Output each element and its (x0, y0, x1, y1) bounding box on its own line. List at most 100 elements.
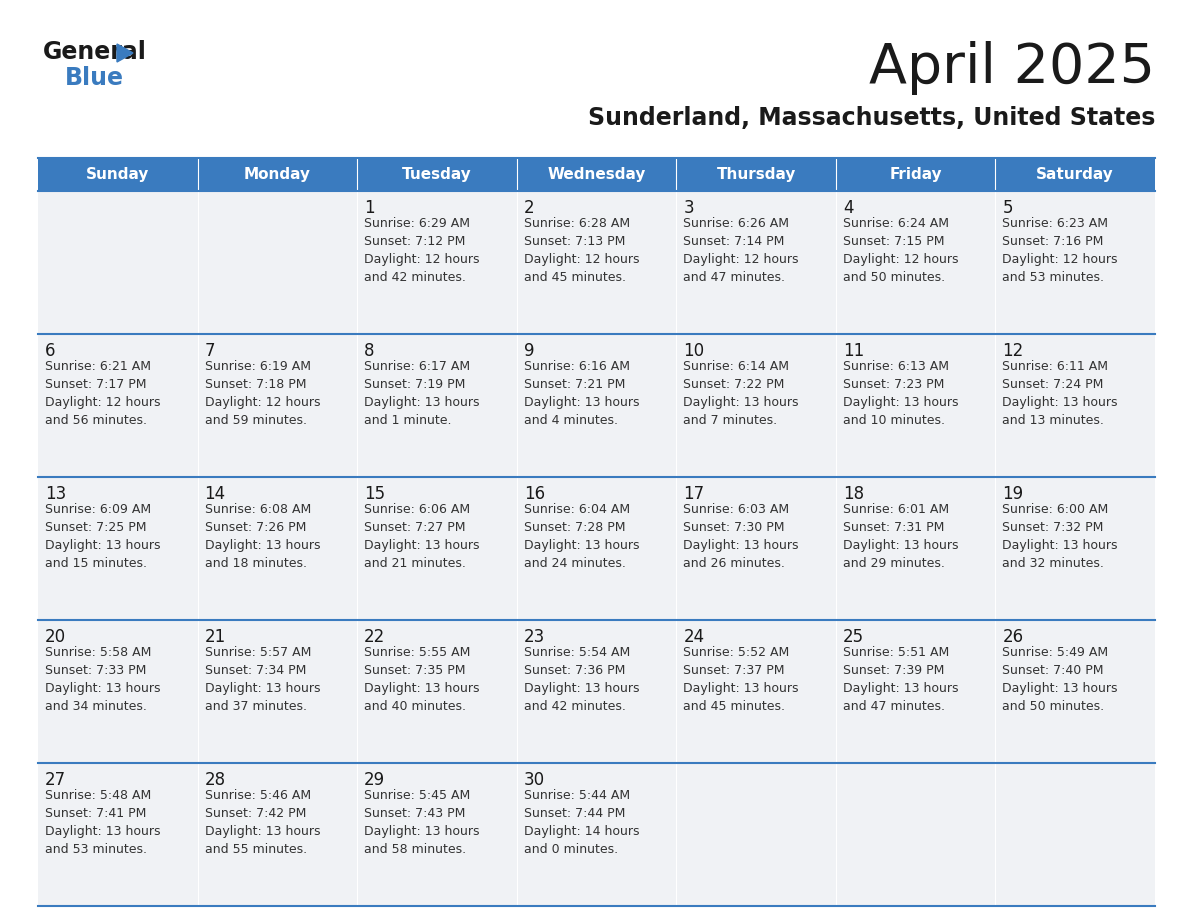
Bar (38, 334, 197, 477)
Text: 16: 16 (524, 485, 545, 503)
Text: Sunrise: 6:26 AM: Sunrise: 6:26 AM (683, 217, 789, 230)
Text: and 47 minutes.: and 47 minutes. (683, 271, 785, 284)
Text: 17: 17 (683, 485, 704, 503)
Text: Sunset: 7:13 PM: Sunset: 7:13 PM (524, 235, 625, 248)
Text: Monday: Monday (244, 167, 311, 182)
Text: Sunset: 7:15 PM: Sunset: 7:15 PM (842, 235, 944, 248)
Bar (197, 158, 358, 191)
Bar (996, 477, 1155, 620)
Text: Sunset: 7:25 PM: Sunset: 7:25 PM (45, 521, 146, 534)
Text: Sunset: 7:17 PM: Sunset: 7:17 PM (45, 378, 146, 391)
Text: Sunrise: 5:48 AM: Sunrise: 5:48 AM (45, 789, 151, 802)
Bar (996, 763, 1155, 906)
Text: Sunrise: 6:14 AM: Sunrise: 6:14 AM (683, 360, 789, 373)
Bar (517, 158, 676, 191)
Bar (358, 477, 517, 620)
Text: 21: 21 (204, 628, 226, 646)
Bar (197, 620, 358, 763)
Text: Sunset: 7:39 PM: Sunset: 7:39 PM (842, 664, 944, 677)
Text: Daylight: 12 hours: Daylight: 12 hours (204, 396, 320, 409)
Text: Thursday: Thursday (716, 167, 796, 182)
Text: Daylight: 13 hours: Daylight: 13 hours (842, 682, 959, 695)
Bar (996, 334, 1155, 477)
Text: Daylight: 13 hours: Daylight: 13 hours (365, 825, 480, 838)
Bar (358, 191, 517, 334)
Text: 25: 25 (842, 628, 864, 646)
Text: Sunset: 7:32 PM: Sunset: 7:32 PM (1003, 521, 1104, 534)
Text: Sunrise: 5:51 AM: Sunrise: 5:51 AM (842, 646, 949, 659)
Bar (676, 763, 836, 906)
Bar (38, 620, 197, 763)
Text: Sunderland, Massachusetts, United States: Sunderland, Massachusetts, United States (588, 106, 1155, 130)
Text: Sunrise: 5:55 AM: Sunrise: 5:55 AM (365, 646, 470, 659)
Text: and 45 minutes.: and 45 minutes. (683, 700, 785, 713)
Text: Sunset: 7:22 PM: Sunset: 7:22 PM (683, 378, 784, 391)
Text: Sunrise: 6:29 AM: Sunrise: 6:29 AM (365, 217, 470, 230)
Text: Daylight: 13 hours: Daylight: 13 hours (204, 825, 320, 838)
Text: and 50 minutes.: and 50 minutes. (1003, 700, 1105, 713)
Text: and 50 minutes.: and 50 minutes. (842, 271, 944, 284)
Text: and 4 minutes.: and 4 minutes. (524, 414, 618, 427)
Text: Sunrise: 5:46 AM: Sunrise: 5:46 AM (204, 789, 311, 802)
Text: Daylight: 12 hours: Daylight: 12 hours (1003, 253, 1118, 266)
Text: and 58 minutes.: and 58 minutes. (365, 843, 466, 856)
Text: Sunrise: 6:04 AM: Sunrise: 6:04 AM (524, 503, 630, 516)
Text: Daylight: 13 hours: Daylight: 13 hours (1003, 682, 1118, 695)
Bar (836, 620, 996, 763)
Text: Sunset: 7:19 PM: Sunset: 7:19 PM (365, 378, 466, 391)
Text: Daylight: 12 hours: Daylight: 12 hours (842, 253, 959, 266)
Text: and 45 minutes.: and 45 minutes. (524, 271, 626, 284)
Bar (836, 334, 996, 477)
Text: Sunset: 7:40 PM: Sunset: 7:40 PM (1003, 664, 1104, 677)
Text: Daylight: 12 hours: Daylight: 12 hours (365, 253, 480, 266)
Text: Sunrise: 6:13 AM: Sunrise: 6:13 AM (842, 360, 949, 373)
Text: and 34 minutes.: and 34 minutes. (45, 700, 147, 713)
Text: Sunrise: 6:09 AM: Sunrise: 6:09 AM (45, 503, 151, 516)
Text: Sunset: 7:14 PM: Sunset: 7:14 PM (683, 235, 784, 248)
Text: Daylight: 13 hours: Daylight: 13 hours (204, 539, 320, 552)
Bar (517, 477, 676, 620)
Text: 13: 13 (45, 485, 67, 503)
Text: and 42 minutes.: and 42 minutes. (524, 700, 626, 713)
Bar (517, 191, 676, 334)
Text: Sunset: 7:28 PM: Sunset: 7:28 PM (524, 521, 625, 534)
Text: General: General (43, 40, 147, 64)
Bar (197, 334, 358, 477)
Text: Tuesday: Tuesday (402, 167, 472, 182)
Text: Sunset: 7:41 PM: Sunset: 7:41 PM (45, 807, 146, 820)
Text: Saturday: Saturday (1036, 167, 1114, 182)
Text: Sunrise: 6:19 AM: Sunrise: 6:19 AM (204, 360, 310, 373)
Text: Sunset: 7:24 PM: Sunset: 7:24 PM (1003, 378, 1104, 391)
Text: and 15 minutes.: and 15 minutes. (45, 557, 147, 570)
Text: 9: 9 (524, 342, 535, 360)
Text: and 42 minutes.: and 42 minutes. (365, 271, 466, 284)
Text: Sunset: 7:33 PM: Sunset: 7:33 PM (45, 664, 146, 677)
Bar (517, 620, 676, 763)
Text: Daylight: 13 hours: Daylight: 13 hours (524, 539, 639, 552)
Bar (836, 477, 996, 620)
Text: April 2025: April 2025 (868, 41, 1155, 95)
Text: and 29 minutes.: and 29 minutes. (842, 557, 944, 570)
Text: 5: 5 (1003, 199, 1013, 217)
Bar (676, 620, 836, 763)
Bar (676, 191, 836, 334)
Text: 15: 15 (365, 485, 385, 503)
Bar (358, 620, 517, 763)
Text: and 10 minutes.: and 10 minutes. (842, 414, 944, 427)
Text: Daylight: 12 hours: Daylight: 12 hours (45, 396, 160, 409)
Text: and 7 minutes.: and 7 minutes. (683, 414, 777, 427)
Text: 20: 20 (45, 628, 67, 646)
Text: Daylight: 13 hours: Daylight: 13 hours (1003, 539, 1118, 552)
Text: 10: 10 (683, 342, 704, 360)
Text: Sunset: 7:30 PM: Sunset: 7:30 PM (683, 521, 785, 534)
Text: Sunrise: 6:01 AM: Sunrise: 6:01 AM (842, 503, 949, 516)
Text: 29: 29 (365, 771, 385, 789)
Text: Sunday: Sunday (86, 167, 150, 182)
Text: Daylight: 12 hours: Daylight: 12 hours (683, 253, 798, 266)
Text: 2: 2 (524, 199, 535, 217)
Text: 18: 18 (842, 485, 864, 503)
Bar (358, 334, 517, 477)
Text: Sunset: 7:43 PM: Sunset: 7:43 PM (365, 807, 466, 820)
Text: and 26 minutes.: and 26 minutes. (683, 557, 785, 570)
Bar (676, 334, 836, 477)
